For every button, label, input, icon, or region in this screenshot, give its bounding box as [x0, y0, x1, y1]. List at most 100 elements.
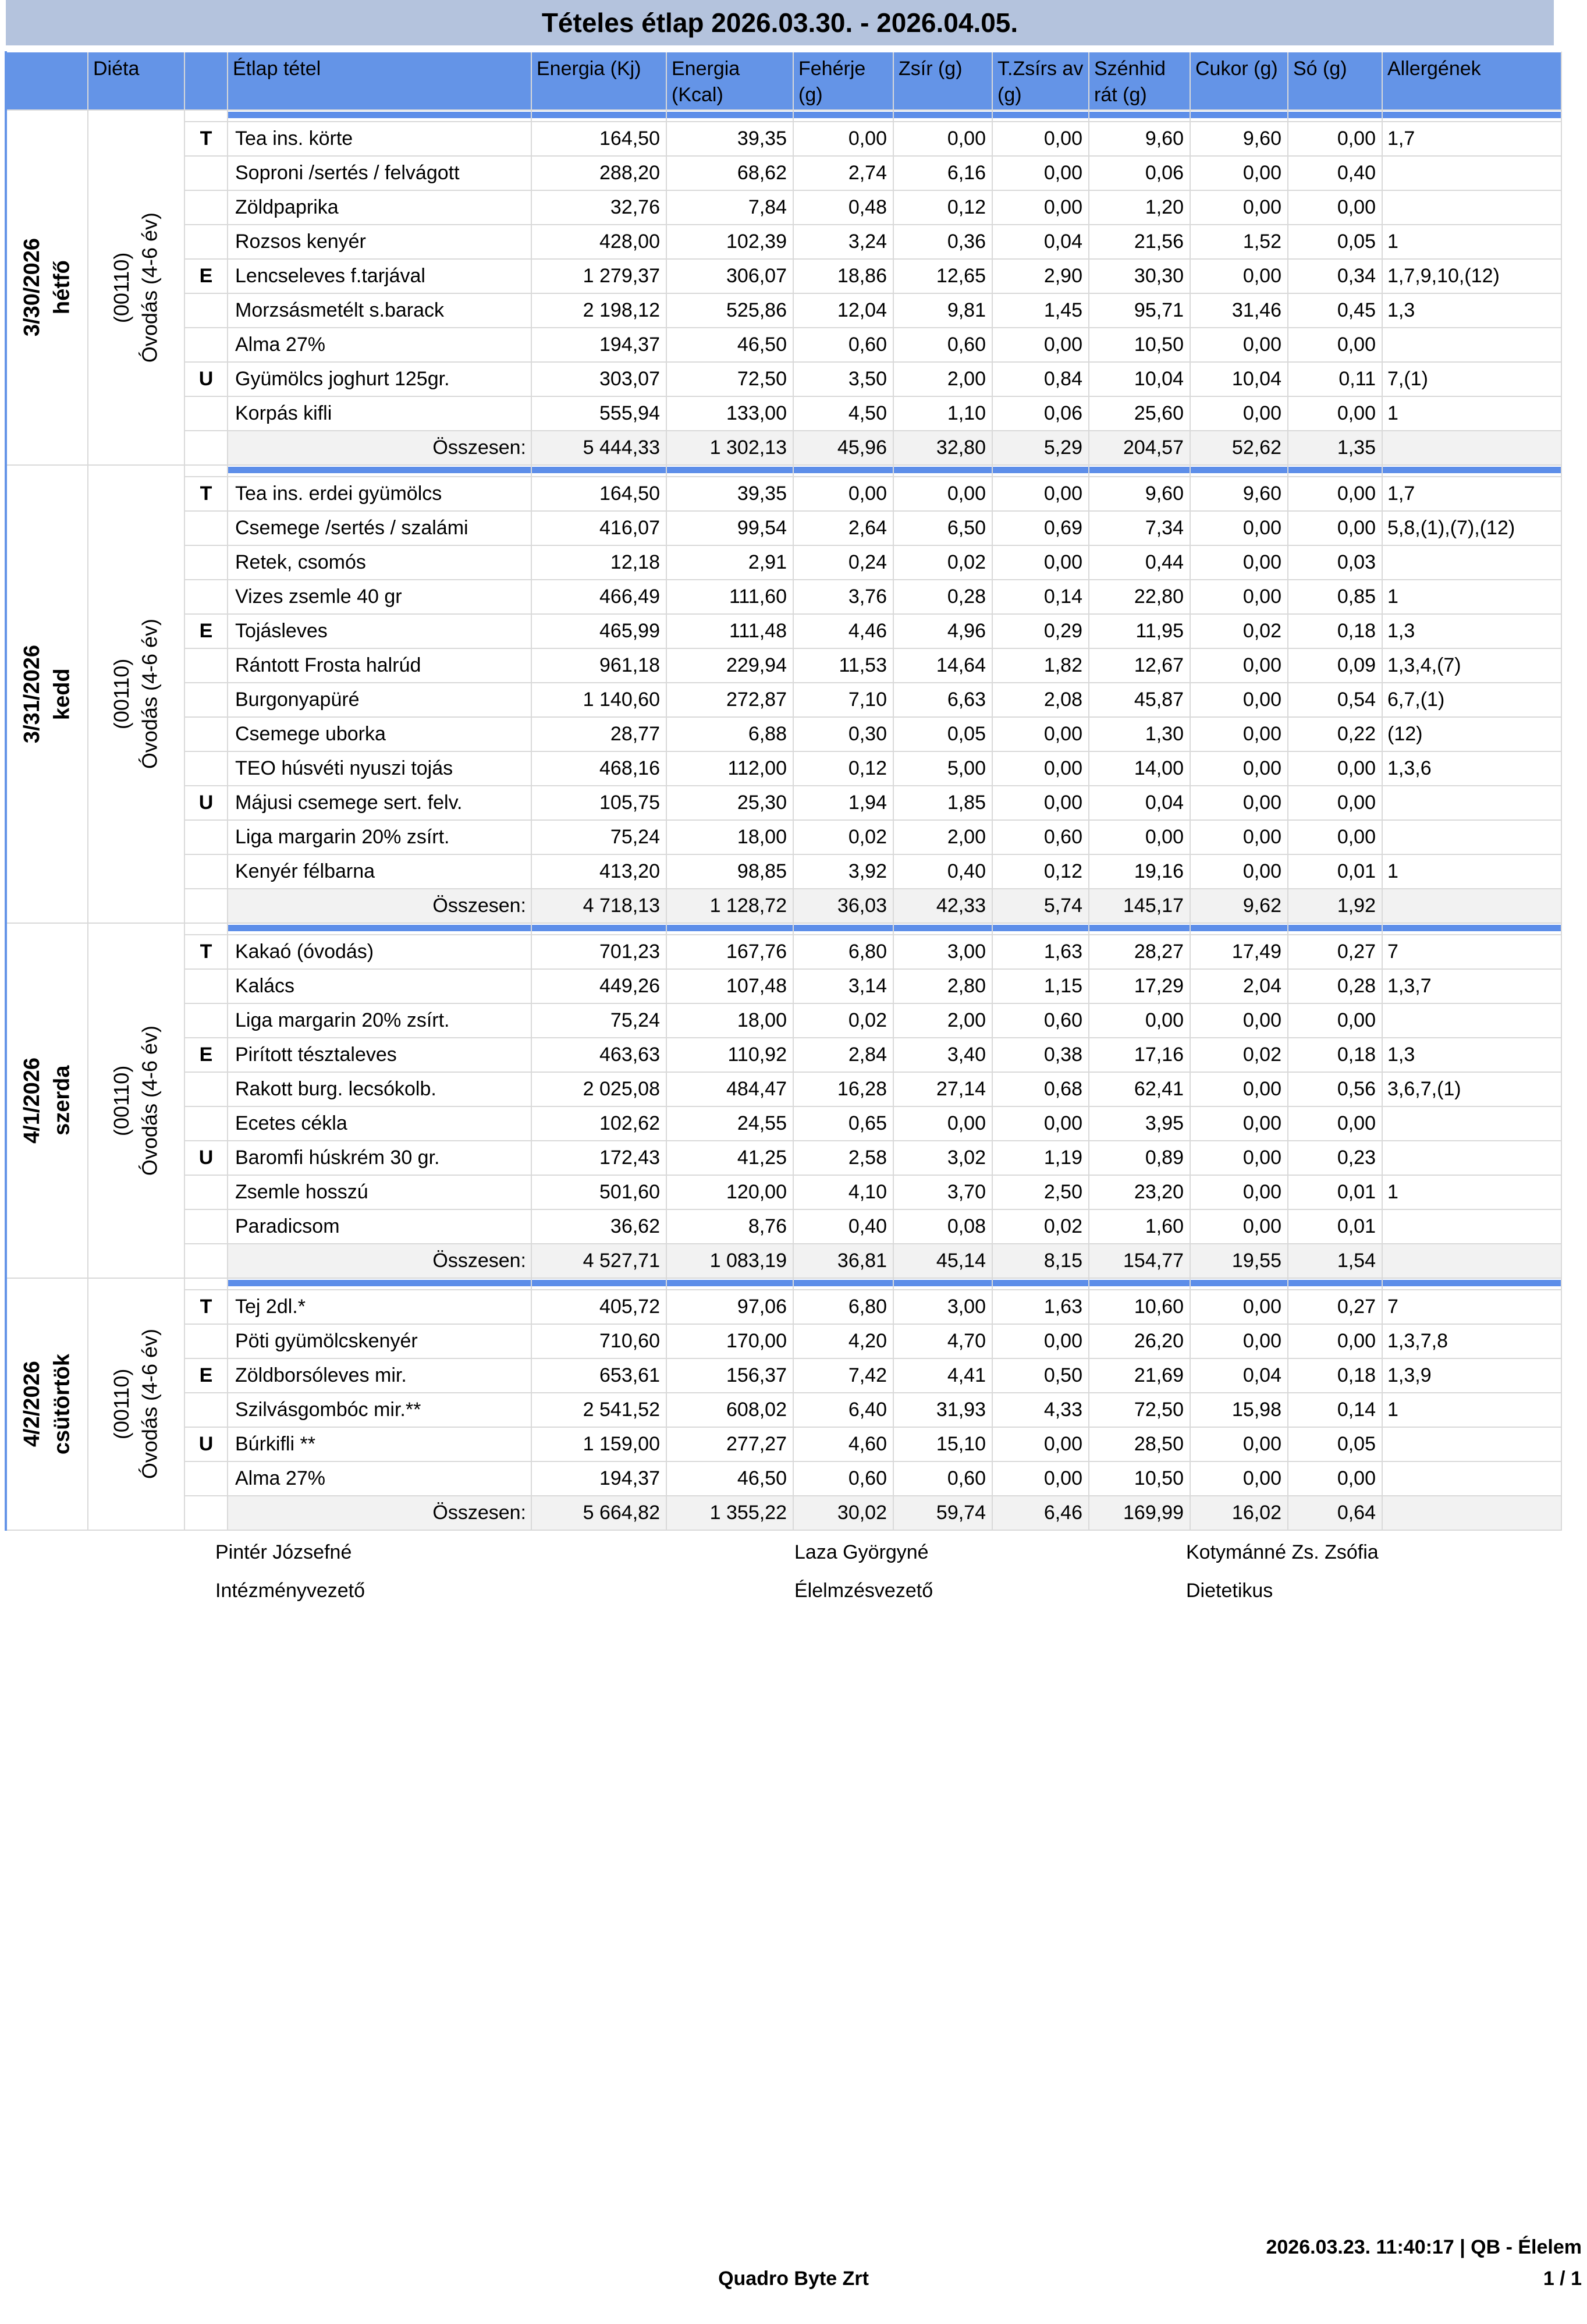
item-zsir: 2,00 — [894, 363, 992, 396]
item-tzsirsav: 0,60 — [993, 821, 1088, 854]
item-name: Morzsásmetélt s.barack — [228, 294, 531, 327]
item-name: Vizes zsemle 40 gr — [228, 580, 531, 613]
item-energia-kcal: 7,84 — [667, 191, 793, 224]
item-so: 0,40 — [1288, 157, 1382, 190]
item-szenhidrat: 62,41 — [1089, 1073, 1190, 1106]
item-name: Liga margarin 20% zsírt. — [228, 821, 531, 854]
day-weekday: hétfő — [49, 260, 74, 315]
item-szenhidrat: 0,89 — [1089, 1141, 1190, 1175]
meal-marker — [185, 580, 227, 613]
item-zsir: 0,00 — [894, 122, 992, 155]
total-zsir: 59,74 — [894, 1496, 992, 1530]
item-so: 0,00 — [1288, 1107, 1382, 1140]
item-so: 0,01 — [1288, 1176, 1382, 1209]
item-energia-kj: 416,07 — [532, 512, 666, 545]
item-tzsirsav: 1,19 — [993, 1141, 1088, 1175]
item-allergens: 1,3,4,(7) — [1383, 649, 1561, 682]
item-zsir: 15,10 — [894, 1428, 992, 1461]
item-cukor: 0,00 — [1191, 1141, 1287, 1175]
item-szenhidrat: 28,27 — [1089, 935, 1190, 968]
item-name: Májusi csemege sert. felv. — [228, 786, 531, 819]
item-feherje: 0,24 — [794, 546, 893, 579]
meal-marker — [185, 294, 227, 327]
item-energia-kcal: 229,94 — [667, 649, 793, 682]
item-cukor: 9,60 — [1191, 122, 1287, 155]
item-energia-kcal: 72,50 — [667, 363, 793, 396]
item-feherje: 12,04 — [794, 294, 893, 327]
item-energia-kcal: 25,30 — [667, 786, 793, 819]
block-separator-bar — [532, 924, 666, 934]
block-separator-bar — [532, 466, 666, 476]
item-feherje: 4,20 — [794, 1325, 893, 1358]
meal-marker: U — [185, 1141, 227, 1175]
item-energia-kj: 653,61 — [532, 1359, 666, 1392]
item-feherje: 7,10 — [794, 683, 893, 716]
total-label: Összesen: — [228, 1244, 531, 1278]
item-name: Korpás kifli — [228, 397, 531, 430]
item-name: Búrkifli ** — [228, 1428, 531, 1461]
item-cukor: 0,00 — [1191, 1462, 1287, 1495]
item-energia-kj: 710,60 — [532, 1325, 666, 1358]
item-cukor: 0,04 — [1191, 1359, 1287, 1392]
item-tzsirsav: 0,00 — [993, 1428, 1088, 1461]
item-so: 0,00 — [1288, 512, 1382, 545]
block-separator-bar — [532, 111, 666, 121]
item-feherje: 4,60 — [794, 1428, 893, 1461]
item-allergens: 1 — [1383, 855, 1561, 888]
item-feherje: 3,14 — [794, 970, 893, 1003]
item-name: Zsemle hosszú — [228, 1176, 531, 1209]
item-allergens: 1,3,7 — [1383, 970, 1561, 1003]
item-energia-kcal: 167,76 — [667, 935, 793, 968]
col-header-energia-kj: Energia (Kj) — [532, 52, 666, 109]
item-allergens: 1,3,9 — [1383, 1359, 1561, 1392]
block-separator-bar — [1191, 1279, 1287, 1289]
item-allergens: 1,3 — [1383, 615, 1561, 648]
total-energia-kcal: 1 083,19 — [667, 1244, 793, 1278]
item-szenhidrat: 28,50 — [1089, 1428, 1190, 1461]
item-cukor: 0,00 — [1191, 752, 1287, 785]
item-tzsirsav: 0,00 — [993, 1107, 1088, 1140]
meal-marker — [185, 328, 227, 361]
total-zsir: 42,33 — [894, 889, 992, 922]
item-name: Rakott burg. lecsókolb. — [228, 1073, 531, 1106]
total-energia-kcal: 1 128,72 — [667, 889, 793, 922]
item-cukor: 0,00 — [1191, 855, 1287, 888]
day-date: 3/31/2026 — [19, 644, 44, 744]
footer-company: Quadro Byte Zrt — [718, 2268, 869, 2290]
diet-label: (00110) Óvodás (4-6 év) — [88, 924, 184, 1278]
meal-marker — [185, 157, 227, 190]
item-name: Liga margarin 20% zsírt. — [228, 1004, 531, 1037]
item-cukor: 0,00 — [1191, 546, 1287, 579]
total-feherje: 45,96 — [794, 431, 893, 464]
item-allergens: 1,7 — [1383, 122, 1561, 155]
item-energia-kj: 961,18 — [532, 649, 666, 682]
item-zsir: 0,05 — [894, 718, 992, 751]
item-feherje: 6,80 — [794, 935, 893, 968]
col-header-allergenek: Allergének — [1383, 52, 1561, 109]
item-feherje: 0,65 — [794, 1107, 893, 1140]
block-separator-bar — [894, 1279, 992, 1289]
item-cukor: 0,00 — [1191, 1428, 1287, 1461]
item-zsir: 9,81 — [894, 294, 992, 327]
item-name: Tea ins. körte — [228, 122, 531, 155]
block-separator-bar — [1383, 466, 1561, 476]
item-zsir: 3,40 — [894, 1038, 992, 1071]
item-feherje: 4,50 — [794, 397, 893, 430]
item-tzsirsav: 1,63 — [993, 935, 1088, 968]
item-tzsirsav: 0,68 — [993, 1073, 1088, 1106]
item-tzsirsav: 0,00 — [993, 546, 1088, 579]
item-energia-kj: 501,60 — [532, 1176, 666, 1209]
item-energia-kcal: 120,00 — [667, 1176, 793, 1209]
item-name: Rántott Frosta halrúd — [228, 649, 531, 682]
item-feherje: 18,86 — [794, 260, 893, 293]
item-cukor: 0,00 — [1191, 1176, 1287, 1209]
item-tzsirsav: 0,38 — [993, 1038, 1088, 1071]
total-zsir: 45,14 — [894, 1244, 992, 1278]
item-feherje: 0,02 — [794, 821, 893, 854]
meal-marker — [185, 1176, 227, 1209]
item-energia-kj: 164,50 — [532, 122, 666, 155]
item-szenhidrat: 0,00 — [1089, 821, 1190, 854]
item-feherje: 11,53 — [794, 649, 893, 682]
day-label-szerda: 4/1/2026 szerda — [7, 924, 87, 1278]
meal-marker: T — [185, 935, 227, 968]
